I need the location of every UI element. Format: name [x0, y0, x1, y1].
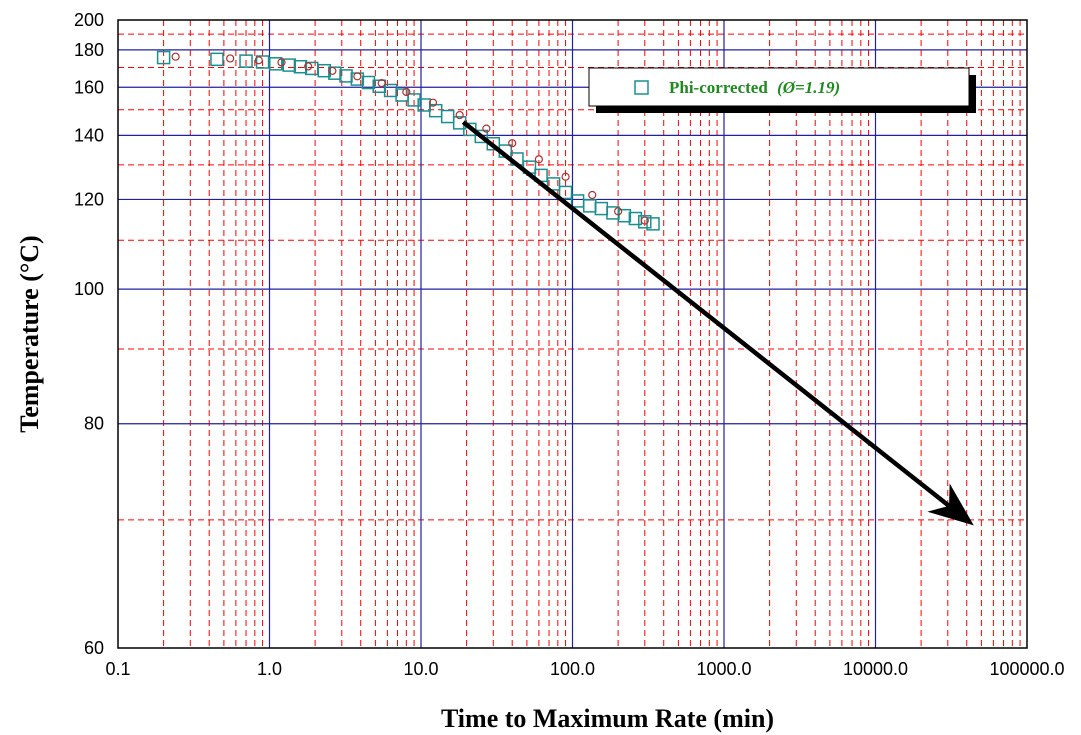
- data-point-circle: [428, 98, 438, 107]
- data-point-circle: [226, 54, 235, 63]
- data-point-square: [269, 57, 283, 71]
- data-point-circle: [561, 172, 570, 181]
- data-point-square: [628, 211, 643, 226]
- data-point-circle: [588, 190, 597, 200]
- trend-arrow-line: [461, 120, 974, 526]
- x-tick-label: 100.0: [550, 659, 595, 679]
- y-tick-label: 120: [74, 189, 104, 209]
- data-point-square: [558, 185, 573, 200]
- legend-label-phi: (Ø=1.19): [777, 78, 840, 97]
- data-point-square: [594, 201, 609, 216]
- data-point-square: [570, 194, 585, 208]
- data-point-square: [328, 66, 342, 80]
- data-point-square: [407, 93, 421, 107]
- major-gridlines: [118, 20, 1027, 648]
- data-point-square: [383, 83, 398, 98]
- data-point-square: [638, 215, 652, 229]
- data-point-circle: [304, 62, 313, 71]
- x-axis-title: Time to Maximum Rate (min): [441, 704, 774, 733]
- x-axis-ticks: 0.1 1.0 10.0 100.0 1000.0 10000.0 100000.0: [105, 659, 1064, 679]
- legend-marker-square: [634, 80, 649, 95]
- data-point-square: [210, 52, 224, 67]
- data-point-square: [156, 50, 171, 65]
- data-point-square: [317, 63, 332, 78]
- y-tick-label: 200: [74, 10, 104, 30]
- data-points: [156, 50, 660, 231]
- x-tick-label: 10000.0: [843, 659, 908, 679]
- plot-area: [117, 19, 1028, 649]
- data-point-circle: [402, 87, 411, 97]
- legend-label: Phi-corrected (Ø=1.19): [669, 78, 840, 97]
- y-tick-label: 100: [74, 279, 104, 299]
- x-tick-label: 10.0: [403, 659, 438, 679]
- legend-box: [588, 67, 970, 107]
- data-point-circle: [377, 79, 386, 88]
- data-point-circle: [640, 216, 649, 225]
- legend: Phi-corrected (Ø=1.19): [588, 67, 976, 113]
- legend-label-main: Phi-corrected: [669, 78, 768, 97]
- y-tick-label: 80: [84, 414, 104, 434]
- y-tick-label: 180: [74, 40, 104, 60]
- data-point-circle: [277, 58, 286, 67]
- data-point-square: [440, 109, 455, 124]
- data-point-square: [474, 129, 489, 144]
- y-tick-label: 160: [74, 77, 104, 97]
- data-point-square: [583, 199, 597, 213]
- trend-arrow: [461, 120, 974, 526]
- x-tick-label: 1000.0: [696, 659, 751, 679]
- y-tick-label: 140: [74, 125, 104, 145]
- data-point-circle: [508, 139, 517, 148]
- y-axis-ticks: 60 80 100 120 140 160 180 200: [74, 10, 104, 658]
- x-tick-label: 0.1: [105, 659, 130, 679]
- data-point-circle: [328, 66, 337, 75]
- x-tick-label: 100000.0: [989, 659, 1064, 679]
- data-point-circle: [171, 52, 180, 61]
- data-point-square: [255, 55, 270, 69]
- data-point-square: [546, 177, 561, 191]
- data-point-circle: [482, 124, 491, 133]
- data-point-square: [617, 208, 632, 223]
- data-point-circle: [614, 207, 623, 216]
- y-axis-title: Temperature (°C): [15, 235, 44, 432]
- data-point-circle: [534, 155, 543, 164]
- data-point-circle: [254, 56, 263, 65]
- data-point-square: [304, 61, 319, 76]
- data-point-square: [361, 75, 376, 90]
- data-point-circle: [353, 72, 362, 81]
- data-point-square: [239, 54, 253, 68]
- x-tick-label: 1.0: [257, 659, 282, 679]
- data-point-square: [606, 206, 620, 220]
- data-point-square: [350, 72, 365, 86]
- y-tick-label: 60: [84, 638, 104, 658]
- data-point-circle: [455, 110, 464, 120]
